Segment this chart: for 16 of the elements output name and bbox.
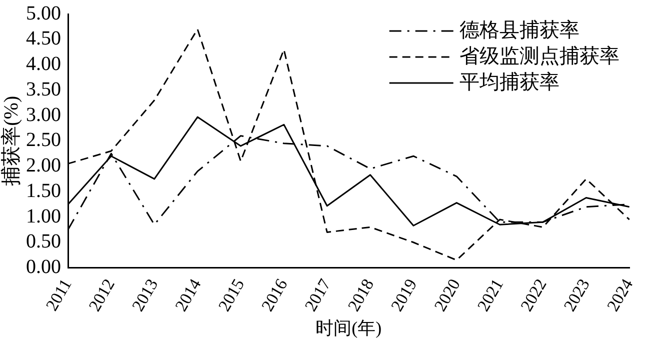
y-tick-label: 3.50 (26, 78, 61, 100)
y-tick-label: 5.00 (26, 2, 61, 24)
y-tick-label: 4.00 (26, 53, 61, 75)
y-tick-label: 4.50 (26, 28, 61, 50)
y-tick-label: 2.00 (26, 154, 61, 177)
y-tick-label: 3.00 (26, 104, 61, 126)
legend-label: 平均捕获率 (459, 71, 560, 94)
legend-label: 省级监测点捕获率 (459, 45, 620, 68)
y-tick-label: 0.50 (26, 230, 61, 253)
y-tick-label: 0.00 (26, 256, 61, 278)
legend-label: 德格县捕获率 (459, 19, 580, 42)
y-axis-title: 捕获率(%) (0, 96, 22, 186)
y-tick-label: 1.50 (26, 180, 61, 202)
x-axis-title: 时间(年) (316, 318, 382, 338)
y-tick-label: 1.00 (26, 205, 61, 228)
y-tick-label: 2.50 (26, 129, 61, 152)
